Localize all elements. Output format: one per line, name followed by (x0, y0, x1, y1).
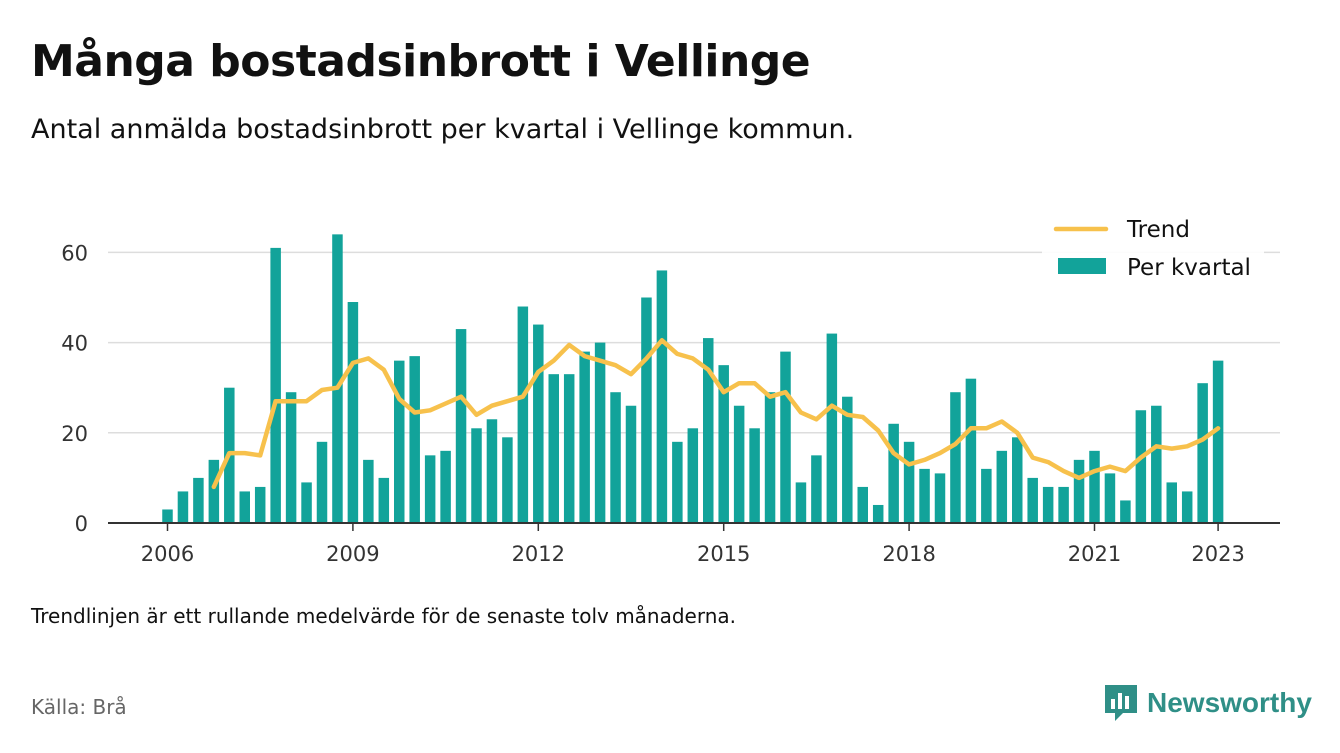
bar (1135, 410, 1147, 523)
bar (579, 351, 590, 523)
bar (1058, 486, 1069, 523)
legend-background (1042, 208, 1264, 290)
bar (965, 378, 977, 523)
bar (517, 306, 529, 523)
bar (672, 441, 683, 523)
bar-chart-logo-icon (1105, 685, 1137, 721)
bar (1197, 383, 1208, 523)
bar (656, 270, 668, 523)
bar (1166, 482, 1177, 523)
bar (455, 329, 467, 523)
bar (996, 450, 1008, 523)
x-tick-label: 2006 (141, 542, 194, 566)
x-tick-label: 2023 (1191, 542, 1244, 566)
bar (424, 455, 436, 523)
bar (594, 342, 606, 523)
bar (703, 338, 714, 523)
y-tick-label: 20 (61, 422, 88, 446)
bar (718, 365, 729, 523)
bar (610, 392, 621, 523)
bar (533, 324, 544, 523)
legend-swatch-per-kvartal (1058, 258, 1106, 274)
bar (208, 459, 220, 523)
bar (811, 455, 822, 523)
bar (1027, 477, 1038, 523)
page-title: Många bostadsinbrott i Vellinge (31, 36, 811, 87)
bar (1042, 486, 1054, 523)
bar (1151, 405, 1162, 523)
bar (332, 234, 343, 524)
bar (563, 374, 575, 523)
bar (872, 504, 884, 523)
bar (409, 356, 420, 523)
bar (888, 423, 899, 523)
bar (316, 441, 328, 523)
bar (687, 428, 699, 523)
bar (919, 468, 930, 523)
bar (1212, 360, 1224, 523)
bar (641, 297, 652, 523)
bar (394, 360, 405, 523)
brand-name: Newsworthy (1147, 687, 1312, 718)
legend-label-per-kvartal: Per kvartal (1127, 255, 1251, 281)
bar (749, 428, 760, 523)
bar (625, 405, 637, 523)
x-tick-label: 2015 (697, 542, 750, 566)
trend-line (211, 338, 1221, 490)
y-tick-label: 60 (61, 241, 88, 265)
x-tick-label: 2021 (1068, 542, 1121, 566)
y-tick-label: 40 (61, 332, 88, 356)
bar (842, 396, 853, 523)
bar (193, 477, 204, 523)
bar (548, 374, 559, 523)
bar (471, 428, 482, 523)
bar (857, 486, 868, 523)
bar (239, 491, 250, 523)
bar (764, 392, 776, 523)
y-tick-label: 0 (75, 512, 88, 536)
bar (347, 302, 359, 523)
trend-line-layer (211, 338, 1221, 490)
bar (950, 392, 961, 523)
bar (1181, 491, 1193, 523)
bar (363, 459, 374, 523)
bar (301, 482, 312, 523)
bar (378, 477, 390, 523)
page-subtitle: Antal anmälda bostadsinbrott per kvartal… (31, 114, 855, 145)
bar (1012, 437, 1023, 523)
bar (1104, 473, 1116, 523)
bar (795, 482, 807, 523)
bar (177, 491, 189, 523)
chart: 0 20 40 60 2006 2009 2012 2015 2018 2021 2023 Tren… (61, 208, 1280, 566)
bar (903, 441, 915, 523)
bar (270, 247, 281, 523)
chart-note: Trendlinjen är ett rullande medelvärde f… (31, 604, 737, 628)
bar (486, 419, 498, 523)
x-tick-label: 2018 (882, 542, 935, 566)
source-label: Källa: Brå (31, 695, 127, 719)
axes: 0 20 40 60 2006 2009 2012 2015 2018 2021 2023 (61, 241, 1280, 566)
bars (162, 234, 1224, 524)
bar (826, 333, 838, 523)
bar (981, 468, 992, 523)
bar (1073, 459, 1085, 523)
bar (285, 392, 297, 523)
x-tick-label: 2012 (512, 542, 565, 566)
legend: Trend Per kvartal (1042, 208, 1264, 290)
bar (502, 437, 513, 523)
bar (254, 486, 266, 523)
bar (1120, 500, 1131, 523)
brand-logo: Newsworthy (1103, 683, 1312, 723)
bar (1089, 450, 1100, 523)
legend-label-trend: Trend (1126, 217, 1190, 243)
bar (162, 509, 173, 523)
bar (733, 405, 745, 523)
x-tick-label: 2009 (326, 542, 379, 566)
bar (440, 450, 451, 523)
bar (780, 351, 791, 523)
bar (934, 473, 946, 523)
